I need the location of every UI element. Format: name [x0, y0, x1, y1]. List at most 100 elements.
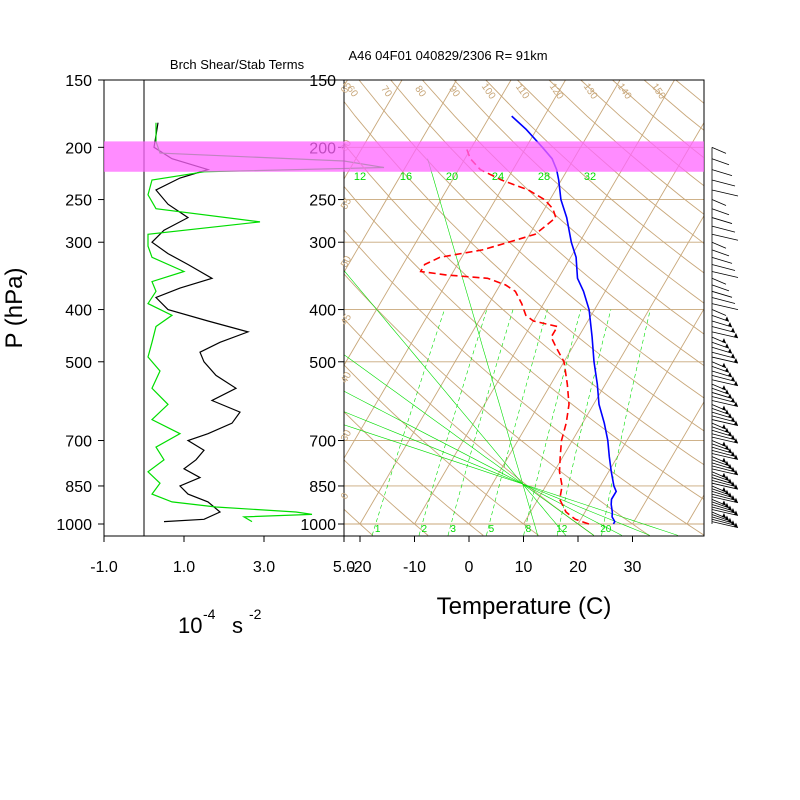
left-panel-title: Brch Shear/Stab Terms — [170, 57, 305, 72]
isotherm-label: 80 — [412, 84, 428, 100]
dry-adiabat — [344, 229, 704, 536]
wind-barb-flag — [731, 376, 735, 382]
x-label-unit-exp: -2 — [249, 606, 262, 622]
wind-barb — [711, 208, 730, 216]
mixing-ratio-line — [418, 309, 488, 536]
wind-barb-flag — [722, 405, 726, 411]
wind-barb-flag — [734, 510, 738, 516]
isotherm — [796, 80, 800, 524]
dry-adiabat-label: 55 — [339, 196, 354, 212]
dry-adiabat — [344, 100, 704, 432]
highlight-band — [104, 141, 704, 172]
moist-adiabat-label: 16 — [400, 171, 412, 183]
wind-barb-flag — [734, 438, 738, 444]
right-x-tick-label: 30 — [624, 559, 642, 576]
wind-barb — [711, 400, 739, 407]
dry-adiabat — [344, 364, 539, 536]
dry-adiabat-label: 45 — [339, 312, 354, 328]
wind-barb — [711, 453, 739, 460]
dry-adiabat — [517, 80, 704, 244]
wind-barb-flag — [731, 495, 735, 501]
wind-barb-flag — [722, 424, 726, 430]
moist-adiabat — [344, 354, 594, 536]
wind-barb — [711, 331, 739, 339]
wind-barb-flag — [725, 343, 729, 349]
dry-adiabat — [344, 459, 429, 536]
wind-barb-flag — [734, 497, 738, 503]
wind-barb-flag — [725, 389, 729, 395]
dry-adiabat-label: 40 — [339, 370, 354, 386]
wind-barb-flag — [728, 517, 732, 523]
wind-barb — [711, 146, 727, 154]
left-y-tick-label: 500 — [65, 355, 92, 372]
mixing-ratio-label: 1 — [375, 524, 381, 535]
wind-barb-flag — [728, 371, 732, 377]
wind-barb-flag — [728, 413, 732, 419]
moist-adiabat-label: 24 — [492, 171, 504, 183]
wind-barb-flag — [725, 515, 729, 521]
moist-adiabat — [344, 270, 567, 536]
mixing-ratio-line — [447, 309, 514, 536]
right-y-tick-label: 500 — [309, 355, 336, 372]
wind-barb-flag — [731, 481, 735, 487]
wind-barb — [711, 356, 739, 364]
wind-barb — [711, 284, 730, 292]
y-axis-label: P (hPa) — [1, 268, 28, 349]
right-series-group — [419, 115, 618, 525]
dry-adiabat — [485, 80, 704, 274]
right-x-tick-label: 10 — [515, 559, 533, 576]
wind-barb-flag — [725, 502, 729, 508]
right-y-tick-label: 400 — [309, 303, 336, 320]
wind-barb — [711, 189, 739, 197]
wind-barb — [711, 199, 727, 206]
wind-barb-flag — [725, 427, 729, 433]
wind-barb — [711, 271, 739, 278]
left-y-tick-label: 150 — [65, 73, 92, 90]
wind-barb-flag — [728, 348, 732, 354]
left-x-tick-label: 3.0 — [253, 559, 275, 576]
isotherm — [742, 80, 800, 524]
left-y-tick-label: 850 — [65, 479, 92, 496]
moist-adiabat-label: 12 — [354, 171, 366, 183]
x-label-exp: -4 — [203, 606, 216, 622]
wind-barb — [711, 217, 733, 224]
wind-barb-flag — [722, 362, 726, 368]
mixing-ratio-label: 8 — [526, 524, 532, 535]
wind-barb-flag — [731, 434, 735, 440]
left-x-tick-label: 5.0 — [333, 559, 355, 576]
isotherm — [523, 214, 704, 525]
moist-adiabat-label: 20 — [446, 171, 458, 183]
wind-barb — [711, 249, 730, 257]
wind-barb-flag — [722, 441, 726, 447]
wind-barb-flag — [734, 484, 738, 490]
moist-adiabat — [344, 411, 650, 536]
wind-barb-flag — [731, 451, 735, 457]
dry-adiabat — [344, 143, 704, 466]
dry-adiabat — [344, 318, 595, 536]
wind-barb — [711, 264, 736, 271]
wind-barb-flag — [734, 401, 738, 407]
mixing-ratio-line — [523, 309, 582, 536]
wind-barb-flag — [734, 380, 738, 386]
x-label-unit: s — [232, 613, 243, 638]
mixing-ratio-label: 2 — [422, 524, 428, 535]
wind-barb-flag — [731, 466, 735, 472]
moist-adiabat-label: 28 — [538, 171, 550, 183]
temperature-profile — [511, 115, 618, 525]
moist-adiabat-label: 32 — [584, 171, 596, 183]
wind-barb-flag — [731, 353, 735, 359]
dry-adiabat — [344, 273, 650, 536]
isotherm-label: 150 — [649, 82, 668, 102]
wind-barb-flag — [728, 463, 732, 469]
wind-barb-flag — [725, 409, 729, 415]
wind-barb-flag — [725, 316, 729, 322]
x-label-base: 10 — [178, 613, 202, 638]
right-y-tick-label: 1000 — [300, 517, 336, 534]
wind-barb — [711, 379, 739, 387]
wind-barb-flag — [728, 492, 732, 498]
wind-barb — [711, 496, 739, 504]
wind-barb-flag — [722, 486, 726, 492]
left-x-tick-label: 1.0 — [173, 559, 195, 576]
wind-barb-flag — [734, 522, 738, 528]
